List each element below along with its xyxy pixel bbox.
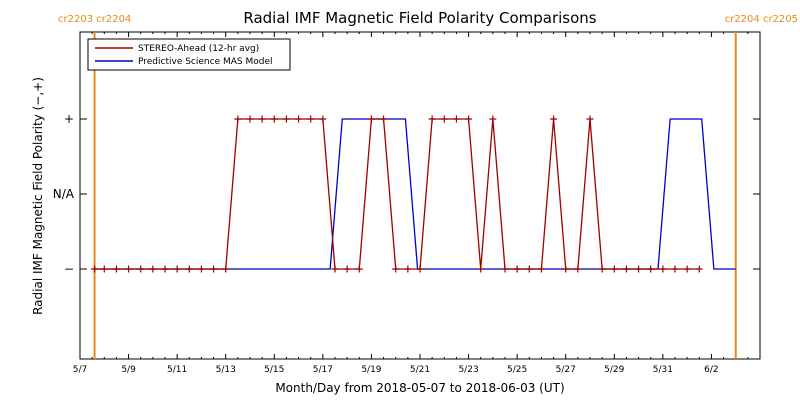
- data-point: [197, 265, 205, 273]
- data-point: [586, 115, 594, 123]
- data-point: [319, 115, 327, 123]
- data-point: [234, 115, 242, 123]
- data-point: [537, 265, 545, 273]
- chart-title: Radial IMF Magnetic Field Polarity Compa…: [243, 9, 596, 27]
- data-point: [416, 265, 424, 273]
- model-series: [94, 118, 736, 270]
- x-axis-label: Month/Day from 2018-05-07 to 2018-06-03 …: [275, 381, 564, 395]
- data-point: [440, 115, 448, 123]
- x-tick-label: 5/17: [313, 365, 333, 375]
- carrington-label-right: cr2204 cr2205: [725, 14, 798, 25]
- x-axis-ticks: 5/7 5/9 5/11 5/13 5/15 5/17 5/19 5/21 5/23 5/25 5/…: [73, 32, 749, 375]
- data-point: [671, 265, 679, 273]
- x-tick-label: 5/27: [556, 365, 576, 375]
- data-point: [647, 265, 655, 273]
- data-point: [404, 265, 412, 273]
- data-point: [185, 265, 193, 273]
- data-point: [222, 265, 230, 273]
- x-tick-label: 5/9: [121, 365, 136, 375]
- data-point: [343, 265, 351, 273]
- data-point: [635, 265, 643, 273]
- data-point: [258, 115, 266, 123]
- x-tick-label: 5/25: [507, 365, 527, 375]
- data-point: [307, 115, 315, 123]
- data-point: [125, 265, 133, 273]
- data-point: [525, 265, 533, 273]
- series-line: [94, 118, 700, 270]
- y-axis-label: Radial IMF Magnetic Field Polarity (−,+): [31, 77, 45, 315]
- series-line: [94, 118, 736, 270]
- data-point: [477, 265, 485, 273]
- data-point: [161, 265, 169, 273]
- y-tick-label: N/A: [53, 187, 75, 201]
- data-point: [392, 265, 400, 273]
- data-point: [380, 115, 388, 123]
- data-point: [465, 115, 473, 123]
- legend: STEREO-Ahead (12-hr avg) Predictive Scie…: [87, 38, 291, 71]
- data-point: [452, 115, 460, 123]
- data-point: [695, 265, 703, 273]
- data-point: [331, 265, 339, 273]
- data-point: [282, 115, 290, 123]
- y-tick-label: +: [64, 112, 74, 126]
- plot-frame: [79, 31, 761, 360]
- data-point: [246, 115, 254, 123]
- y-tick-label: −: [64, 262, 74, 276]
- x-tick-label: 5/7: [73, 365, 87, 375]
- data-point: [112, 265, 120, 273]
- data-point: [550, 115, 558, 123]
- data-point: [100, 265, 108, 273]
- data-point: [295, 115, 303, 123]
- data-point: [683, 265, 691, 273]
- x-tick-label: 5/21: [410, 365, 430, 375]
- data-point: [659, 265, 667, 273]
- data-point: [513, 265, 521, 273]
- x-tick-label: 5/23: [458, 365, 478, 375]
- stereo-series: [91, 115, 703, 273]
- data-point: [173, 265, 181, 273]
- legend-label-model: Predictive Science MAS Model: [138, 57, 273, 67]
- data-point: [367, 115, 375, 123]
- x-tick-label: 5/29: [604, 365, 624, 375]
- x-tick-label: 5/13: [216, 365, 236, 375]
- data-point: [501, 265, 509, 273]
- data-point: [562, 265, 570, 273]
- carrington-label-left: cr2203 cr2204: [58, 14, 131, 25]
- data-point: [137, 265, 145, 273]
- x-tick-label: 5/11: [167, 365, 187, 375]
- y-axis-ticks: − N/A +: [53, 112, 760, 276]
- data-point: [598, 265, 606, 273]
- x-tick-label: 5/19: [361, 365, 381, 375]
- x-tick-label: 5/31: [653, 365, 673, 375]
- data-point: [91, 265, 99, 273]
- data-point: [428, 115, 436, 123]
- data-point: [149, 265, 157, 273]
- data-point: [489, 115, 497, 123]
- x-tick-label: 5/15: [264, 365, 284, 375]
- data-point: [270, 115, 278, 123]
- x-tick-label: 6/2: [704, 365, 718, 375]
- carrington-lines: [93, 32, 737, 359]
- data-point: [622, 265, 630, 273]
- data-point: [210, 265, 218, 273]
- data-point: [610, 265, 618, 273]
- data-point: [574, 265, 582, 273]
- data-point: [355, 265, 363, 273]
- legend-label-stereo: STEREO-Ahead (12-hr avg): [138, 44, 259, 54]
- legend-box: [87, 38, 291, 71]
